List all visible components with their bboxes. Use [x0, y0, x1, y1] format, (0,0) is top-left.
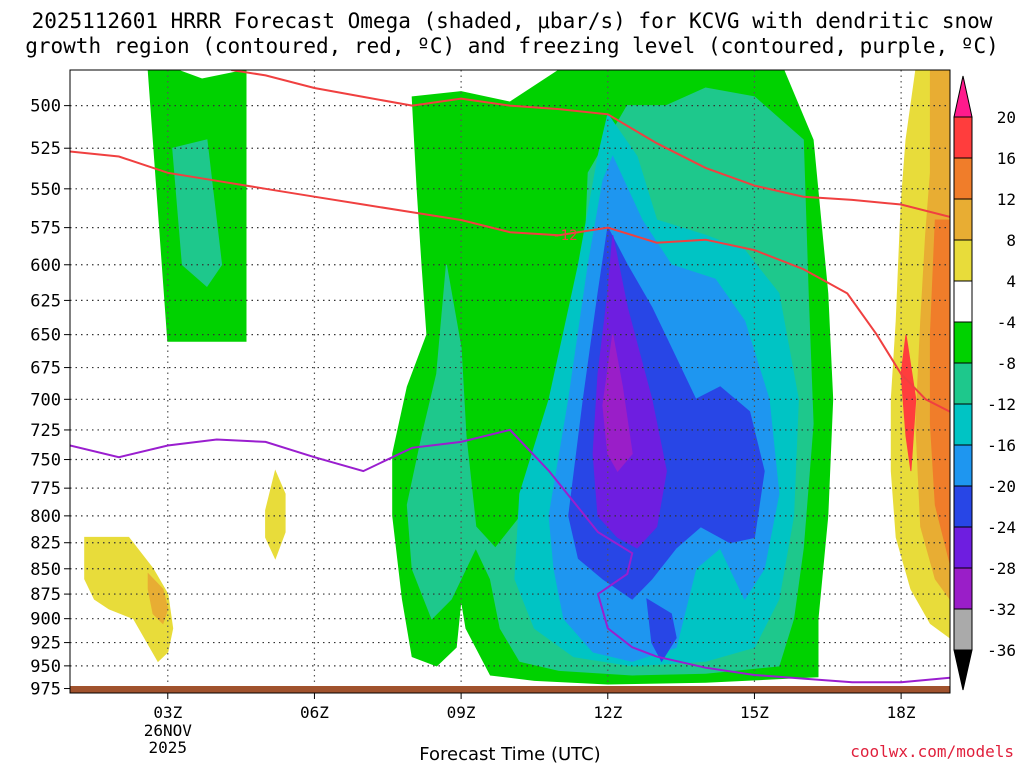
colorbar-swatch	[953, 239, 973, 282]
credit-link[interactable]: coolwx.com/models	[850, 742, 1014, 761]
y-tick-label: 650	[30, 326, 61, 346]
colorbar-label: -8	[997, 354, 1016, 373]
y-tick-label: 925	[30, 634, 61, 654]
omega-region-15	[84, 536, 174, 663]
colorbar-label: 16	[997, 149, 1016, 168]
omega-region-13	[900, 334, 917, 472]
omega-region-9	[646, 598, 677, 663]
dgz-contour-label: -12	[552, 228, 577, 244]
colorbar-label: -20	[987, 477, 1016, 496]
colorbar-swatch	[953, 321, 973, 364]
colorbar-label: -4	[997, 313, 1016, 332]
colorbar-label: 12	[997, 190, 1016, 209]
y-tick-label: 875	[30, 585, 61, 605]
colorbar-swatch	[953, 608, 973, 651]
colorbar-swatch	[953, 198, 973, 241]
colorbar-swatch	[953, 116, 973, 159]
colorbar-label: -24	[987, 518, 1016, 537]
colorbar-label: -16	[987, 436, 1016, 455]
y-tick-label: 700	[30, 390, 61, 410]
omega-region-7	[592, 235, 667, 549]
x-tick-label: 15Z	[740, 703, 769, 722]
colorbar-swatch	[953, 485, 973, 528]
colorbar-label: -36	[987, 641, 1016, 660]
x-tick-label: 12Z	[593, 703, 622, 722]
colorbar-swatch	[953, 567, 973, 610]
colorbar-label: 20	[997, 108, 1016, 127]
ground-surface	[70, 686, 950, 693]
colorbar-swatch	[953, 157, 973, 200]
y-tick-label: 900	[30, 610, 61, 630]
colorbar-swatch	[953, 403, 973, 446]
y-tick-label: 625	[30, 291, 61, 311]
colorbar-label: 8	[1006, 231, 1016, 250]
y-tick-label: 825	[30, 534, 61, 554]
colorbar-swatch-bottom	[953, 649, 973, 691]
chart-title-line-2: growth region (contoured, red, ºC) and f…	[25, 34, 999, 58]
y-tick-label: 575	[30, 219, 61, 239]
x-date-label: 2025	[149, 738, 188, 757]
freezing-level-contour-0	[70, 428, 950, 684]
y-tick-label: 550	[30, 180, 61, 200]
x-tick-label: 09Z	[447, 703, 476, 722]
dgz-contour-0	[231, 70, 950, 218]
colorbar-swatch	[953, 526, 973, 569]
y-tick-label: 750	[30, 451, 61, 471]
y-tick-label: 675	[30, 359, 61, 379]
y-tick-label: 975	[30, 680, 61, 700]
y-tick-label: 800	[30, 507, 61, 527]
colorbar-label: 4	[1006, 272, 1016, 291]
y-tick-label: 775	[30, 479, 61, 499]
chart-title-line-1: 2025112601 HRRR Forecast Omega (shaded, …	[31, 9, 993, 33]
y-tick-label: 725	[30, 421, 61, 441]
y-tick-label: 500	[30, 97, 61, 117]
colorbar-swatch	[953, 280, 973, 323]
omega-region-14	[265, 469, 286, 560]
x-date-label: 26NOV	[144, 721, 193, 740]
x-tick-label: 06Z	[300, 703, 329, 722]
x-tick-label: 18Z	[887, 703, 916, 722]
colorbar-swatch-top	[953, 75, 973, 118]
plot-frame	[69, 69, 951, 694]
x-axis-title: Forecast Time (UTC)	[419, 744, 601, 765]
colorbar-label: -12	[987, 395, 1016, 414]
omega-region-12	[929, 219, 950, 564]
y-tick-label: 525	[30, 139, 61, 159]
omega-region-16	[147, 572, 169, 625]
x-tick-label: 03Z	[153, 703, 182, 722]
colorbar-label: -32	[987, 600, 1016, 619]
colorbar-swatch	[953, 362, 973, 405]
y-tick-label: 850	[30, 560, 61, 580]
y-tick-label: 950	[30, 657, 61, 677]
colorbar-swatch	[953, 444, 973, 487]
omega-region-8	[602, 334, 633, 472]
dgz-contour-1	[70, 150, 950, 413]
colorbar-label: -28	[987, 559, 1016, 578]
y-tick-label: 600	[30, 256, 61, 276]
